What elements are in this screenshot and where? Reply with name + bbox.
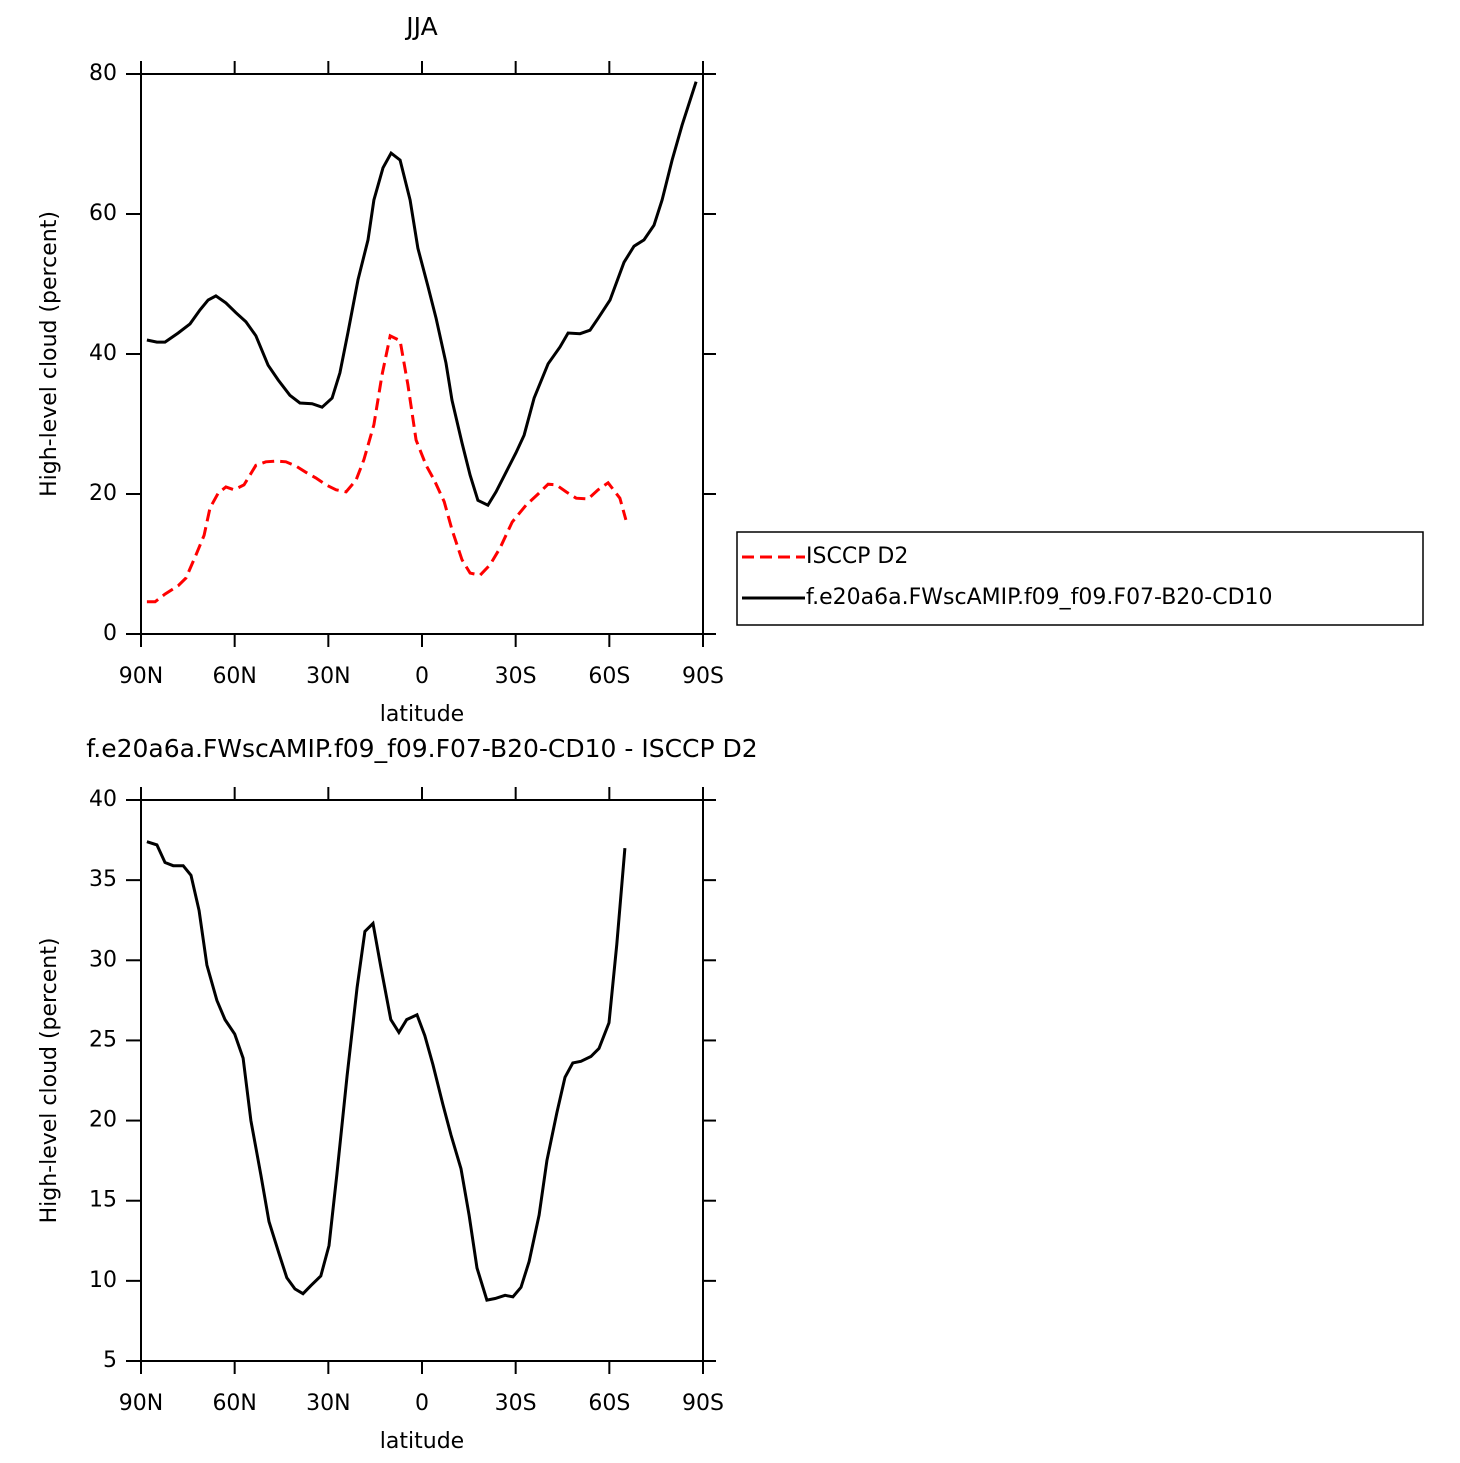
chart-panel: f.e20a6a.FWscAMIP.f09_f09.F07-B20-CD10 -…	[37, 734, 758, 1454]
y-axis-label: High-level cloud (percent)	[37, 211, 62, 497]
y-tick-label: 35	[89, 867, 117, 892]
x-axis-label: latitude	[380, 702, 464, 727]
chart-panel: JJA 0 20 40 60 80 90N 60N 30N 0 30S 60S 90S latitude H…	[37, 12, 1424, 727]
x-axis-label: latitude	[380, 1429, 464, 1454]
y-tick-label: 40	[89, 787, 117, 812]
plot-frame	[140, 799, 704, 1362]
y-axis-label: High-level cloud (percent)	[37, 938, 62, 1224]
x-tick-label: 30N	[306, 1391, 350, 1416]
y-tick-label: 20	[89, 1108, 117, 1133]
y-tick-label: 60	[89, 201, 117, 226]
x-tick-label: 90S	[682, 1391, 724, 1416]
x-tick-label: 0	[415, 1391, 429, 1416]
y-tick-label: 25	[89, 1027, 117, 1052]
x-tick-label: 30S	[495, 1391, 537, 1416]
chart-title: f.e20a6a.FWscAMIP.f09_f09.F07-B20-CD10 -…	[86, 734, 757, 763]
x-tick-label: 30N	[306, 664, 350, 689]
data-line	[146, 81, 698, 508]
legend-box	[736, 531, 1424, 626]
y-tick-label: 30	[89, 947, 117, 972]
x-tick-label: 90N	[119, 1391, 163, 1416]
y-tick-label: 10	[89, 1268, 117, 1293]
plot-frame	[140, 73, 704, 635]
y-tick-label: 15	[89, 1188, 117, 1213]
x-tick-label: 30S	[495, 664, 537, 689]
x-tick-label: 0	[415, 664, 429, 689]
y-tick-label: 5	[103, 1348, 117, 1373]
y-tick-label: 20	[89, 481, 117, 506]
x-tick-label: 60S	[588, 1391, 630, 1416]
x-tick-label: 60N	[212, 664, 256, 689]
chart-title: JJA	[404, 12, 437, 41]
legend-label: ISCCP D2	[806, 544, 908, 569]
x-tick-label: 60S	[588, 664, 630, 689]
legend-label: f.e20a6a.FWscAMIP.f09_f09.F07-B20-CD10	[806, 585, 1273, 610]
y-tick-label: 80	[89, 61, 117, 86]
x-tick-label: 90N	[119, 664, 163, 689]
x-tick-label: 60N	[212, 1391, 256, 1416]
y-tick-label: 0	[103, 621, 117, 646]
x-tick-label: 90S	[682, 664, 724, 689]
data-line	[146, 840, 627, 1302]
data-line	[146, 333, 628, 604]
y-tick-label: 40	[89, 341, 117, 366]
